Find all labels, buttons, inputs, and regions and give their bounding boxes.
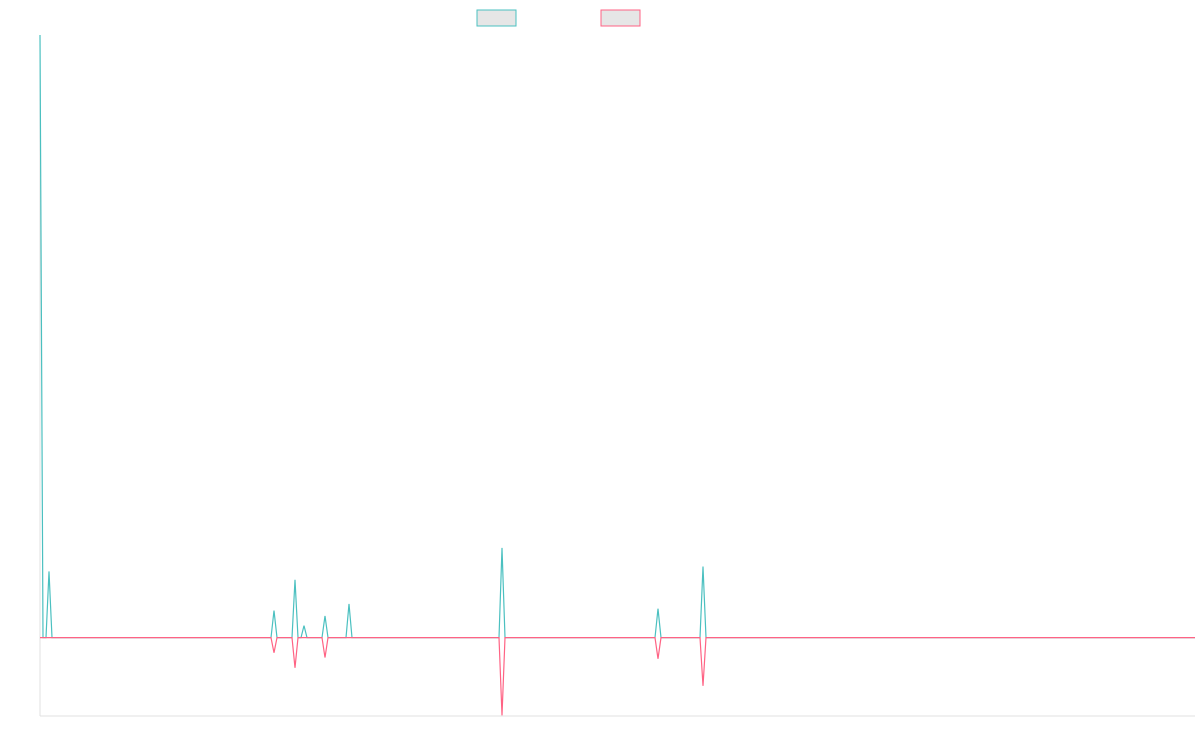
series-line xyxy=(39,34,1195,639)
legend-swatch[interactable] xyxy=(600,9,641,27)
legend-swatch[interactable] xyxy=(476,9,517,27)
series-line xyxy=(40,637,1195,716)
